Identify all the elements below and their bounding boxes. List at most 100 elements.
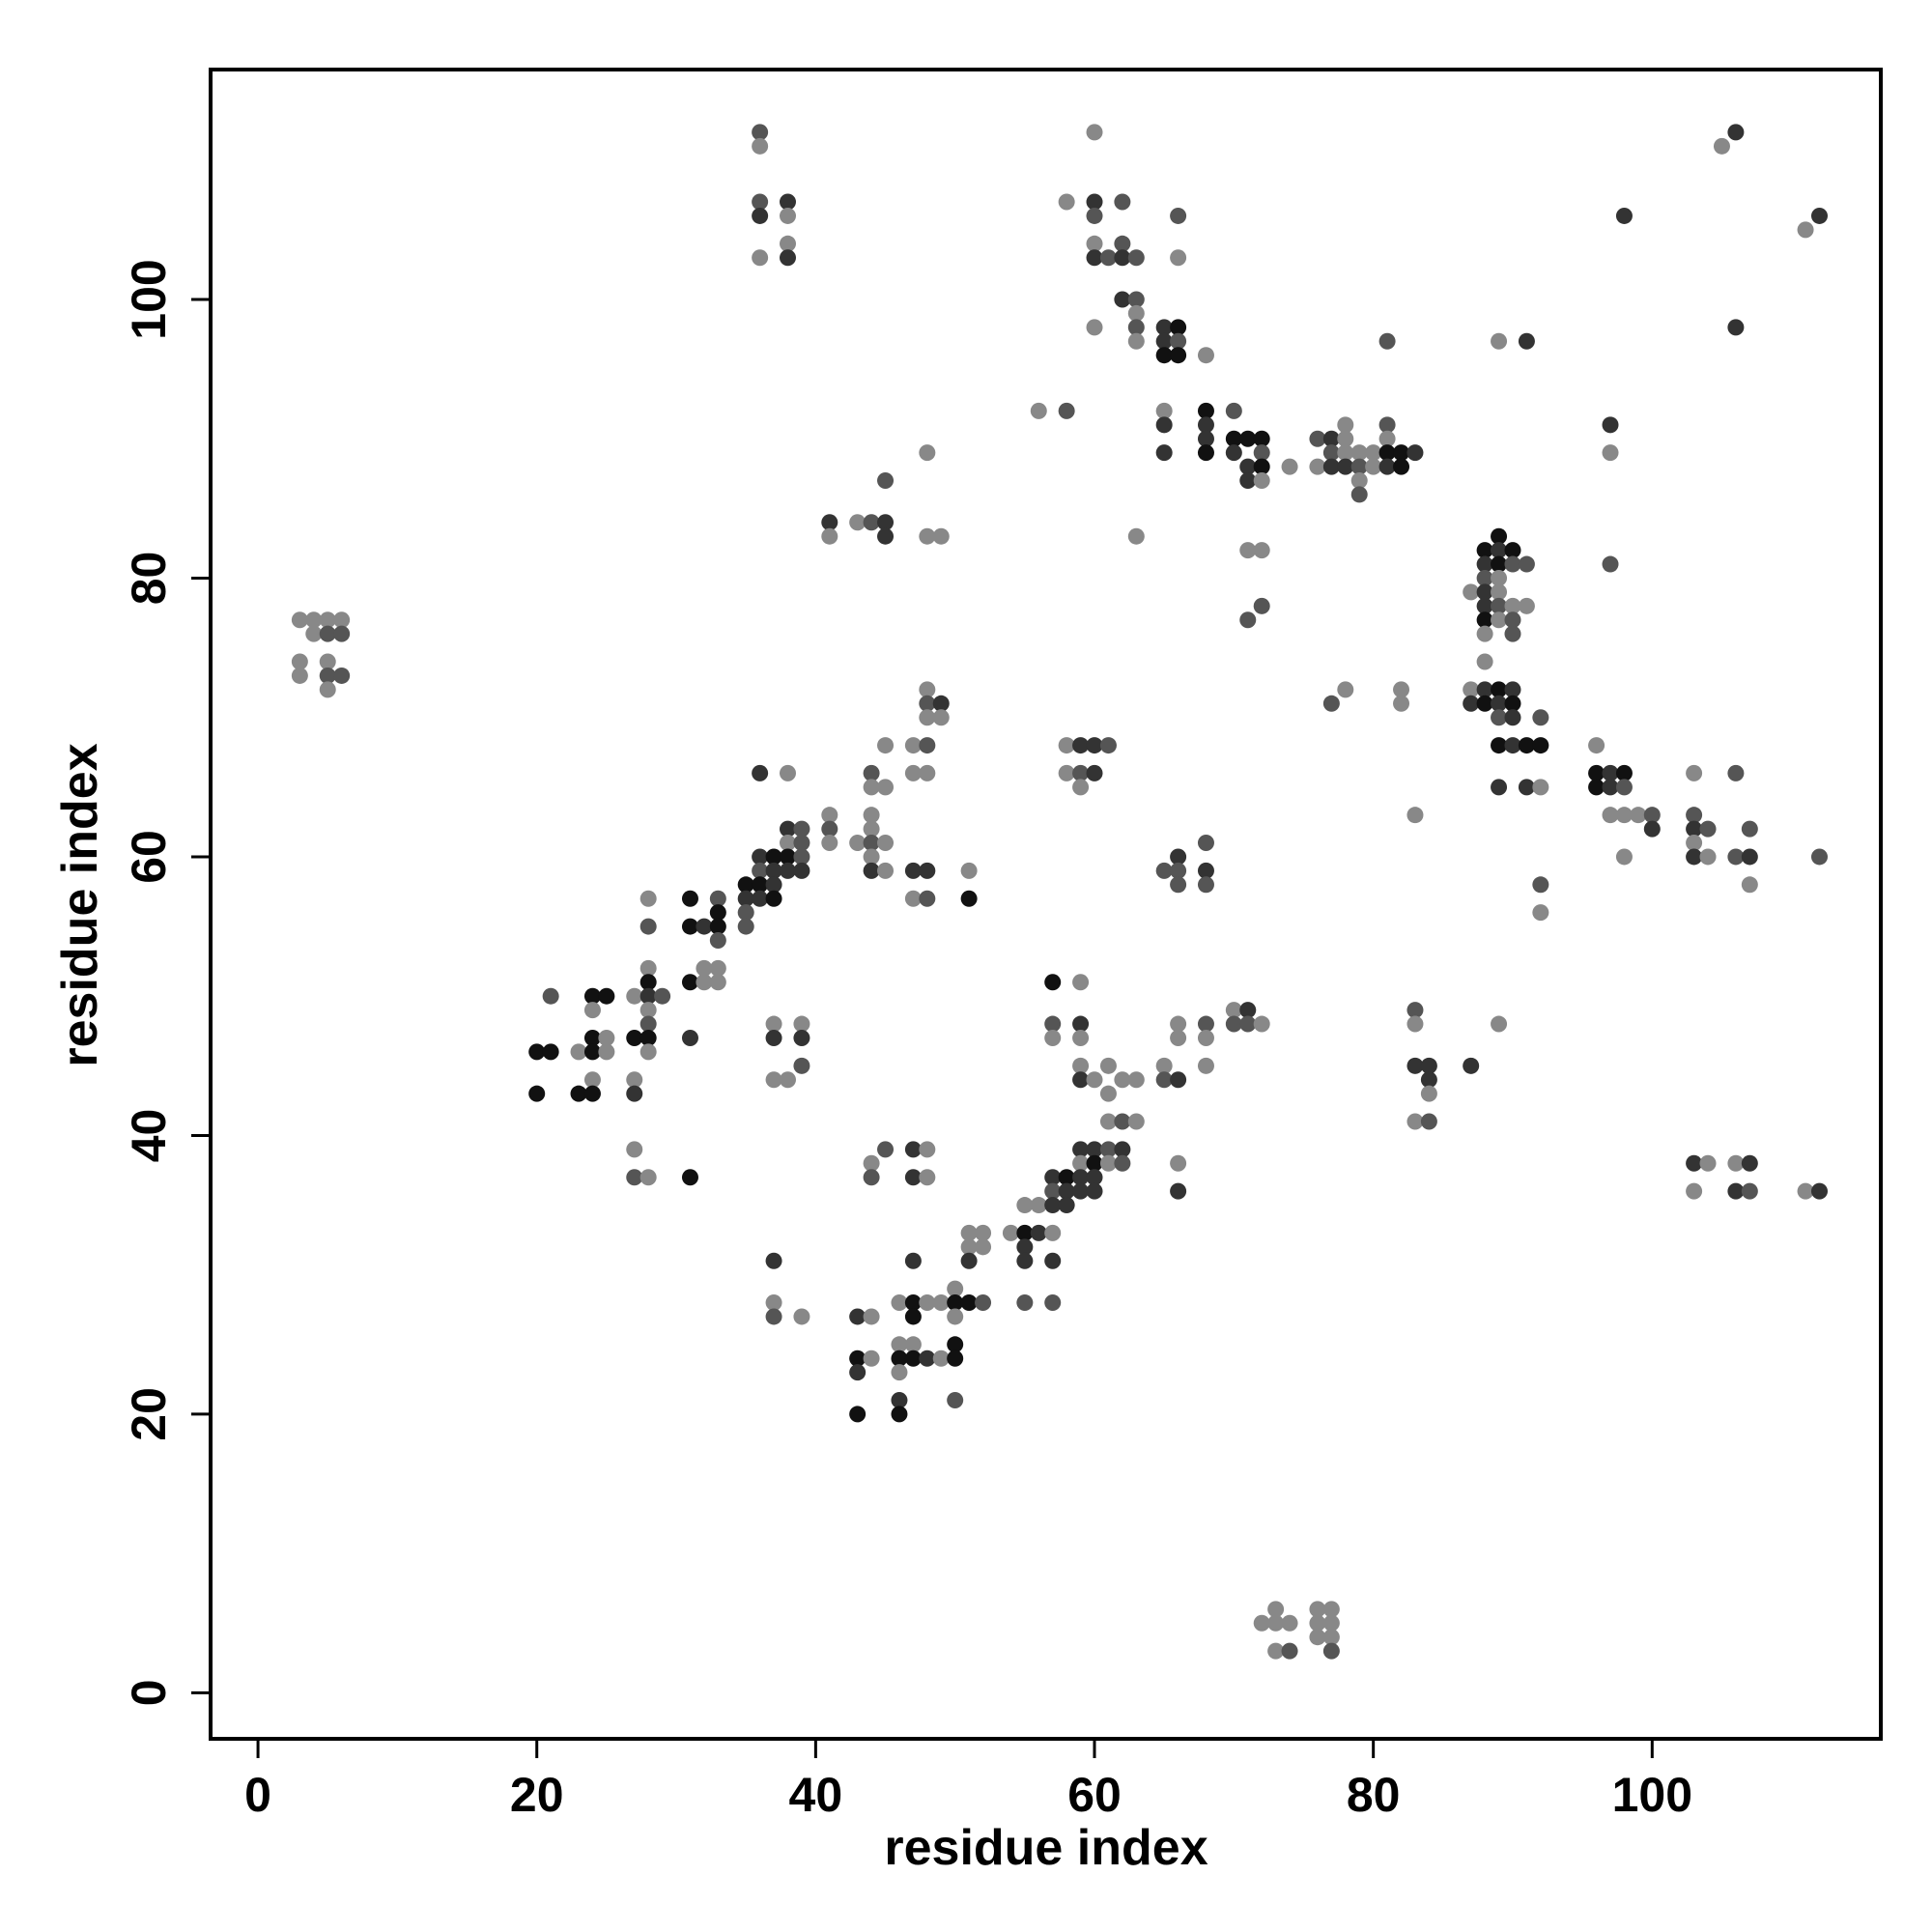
point: [709, 904, 726, 922]
point: [904, 1141, 922, 1158]
point: [528, 1043, 546, 1061]
point: [765, 1029, 782, 1046]
point: [1239, 1002, 1257, 1019]
point: [1463, 583, 1480, 601]
point: [1504, 625, 1521, 642]
point: [752, 249, 769, 267]
point: [960, 1294, 978, 1312]
point: [1239, 472, 1257, 490]
point: [932, 695, 950, 712]
point: [1114, 1154, 1131, 1172]
point: [1350, 458, 1368, 475]
point: [319, 611, 336, 629]
point: [1127, 304, 1145, 322]
point: [1337, 416, 1354, 434]
point: [1491, 542, 1508, 559]
point: [1309, 1614, 1326, 1632]
point: [1044, 1224, 1062, 1241]
point: [1686, 848, 1703, 866]
point: [919, 695, 936, 712]
point: [1253, 444, 1270, 462]
point: [542, 1043, 559, 1061]
point: [737, 918, 754, 935]
point: [1365, 444, 1382, 462]
point: [1309, 458, 1326, 475]
point: [877, 514, 895, 531]
point: [904, 1294, 922, 1312]
plot-frame: [209, 68, 1883, 1741]
point: [891, 1336, 908, 1353]
point: [1406, 1113, 1424, 1130]
point: [1504, 695, 1521, 712]
point: [1239, 611, 1257, 629]
point: [1016, 1224, 1034, 1241]
point: [1504, 555, 1521, 573]
point: [1086, 207, 1103, 224]
point: [1699, 1154, 1717, 1172]
point: [904, 1252, 922, 1269]
point: [863, 779, 880, 796]
point: [1393, 444, 1410, 462]
point: [947, 1308, 964, 1325]
point: [904, 890, 922, 907]
point: [960, 862, 978, 879]
point: [639, 890, 657, 907]
point: [1030, 402, 1047, 419]
point: [1099, 1113, 1117, 1130]
point: [1114, 193, 1131, 211]
point: [975, 1224, 992, 1241]
point: [583, 1043, 601, 1061]
point: [1197, 416, 1214, 434]
point: [1127, 249, 1145, 267]
point: [947, 1280, 964, 1297]
point: [932, 1350, 950, 1367]
point: [1086, 193, 1103, 211]
point: [1099, 249, 1117, 267]
point: [1155, 347, 1173, 364]
y-tick-label: 0: [122, 1679, 176, 1706]
x-tick-label: 0: [244, 1768, 271, 1822]
point: [639, 959, 657, 977]
point: [1281, 1614, 1298, 1632]
point: [1504, 737, 1521, 754]
point: [904, 1169, 922, 1186]
point: [1643, 807, 1661, 824]
point: [780, 193, 797, 211]
point: [780, 249, 797, 267]
point: [1239, 1015, 1257, 1033]
point: [1476, 653, 1493, 670]
point: [1155, 416, 1173, 434]
point: [583, 987, 601, 1005]
point: [737, 904, 754, 922]
point: [1727, 764, 1745, 781]
point: [1337, 430, 1354, 447]
point: [863, 835, 880, 852]
point: [1002, 1224, 1019, 1241]
point: [947, 1294, 964, 1312]
point: [1406, 1057, 1424, 1074]
point: [1099, 1085, 1117, 1102]
point: [1602, 807, 1619, 824]
point: [626, 1141, 643, 1158]
point: [1197, 444, 1214, 462]
point: [1016, 1197, 1034, 1214]
point: [919, 709, 936, 726]
point: [1406, 807, 1424, 824]
point: [849, 1364, 867, 1381]
point: [877, 835, 895, 852]
point: [752, 876, 769, 894]
point: [639, 1169, 657, 1186]
point: [639, 918, 657, 935]
point: [681, 1169, 698, 1186]
point: [1504, 681, 1521, 698]
point: [1727, 1154, 1745, 1172]
x-tick-label: 20: [510, 1768, 564, 1822]
point: [626, 1029, 643, 1046]
point: [1810, 1182, 1828, 1200]
point: [1170, 319, 1187, 336]
point: [1044, 974, 1062, 991]
point: [960, 890, 978, 907]
point: [1532, 709, 1549, 726]
point: [1491, 709, 1508, 726]
point: [1225, 444, 1242, 462]
